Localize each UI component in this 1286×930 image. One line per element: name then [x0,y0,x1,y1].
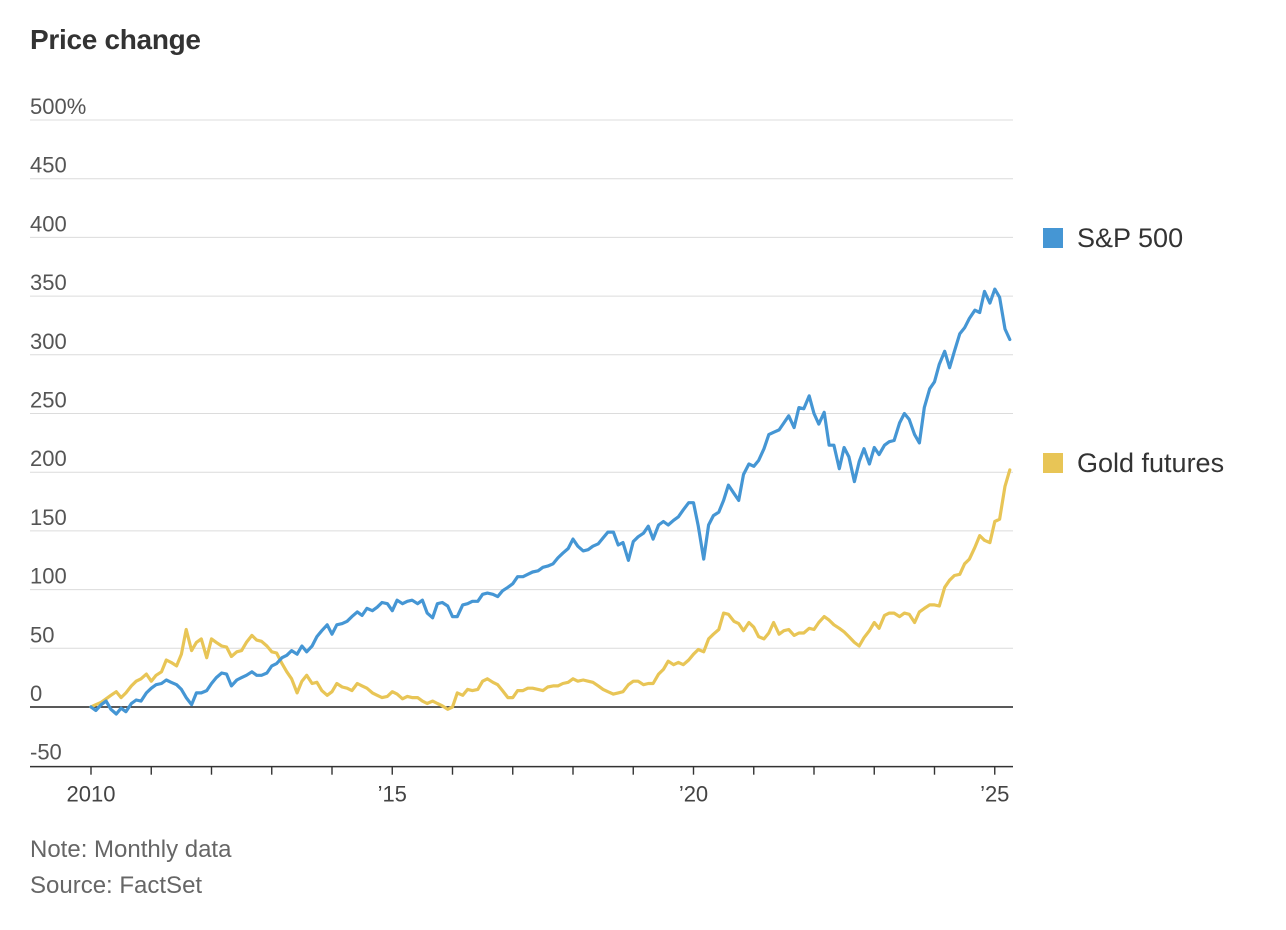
y-tick-label: 150 [30,505,67,530]
y-tick-label: 400 [30,211,67,236]
chart-title: Price change [30,24,201,55]
y-tick-label: 350 [30,270,67,295]
note-text: Note: Monthly data [30,836,232,863]
series-lines [89,287,1012,716]
y-tick-label: 100 [30,564,67,589]
y-tick-label: 300 [30,329,67,354]
x-axis: 2010 ’15 ’20 ’25 [30,766,1013,807]
x-tick-label: ’15 [378,782,407,807]
legend-swatch [1043,453,1063,473]
x-tick-label: ’20 [679,782,708,807]
gridlines [30,119,1013,767]
y-tick-label: 250 [30,388,67,413]
y-tick-label: 450 [30,153,67,178]
y-tick-label: 200 [30,446,67,471]
series-line-s-p-500 [89,287,1012,716]
y-tick-label: 500% [30,94,86,119]
legend: S&P 500 Gold futures [1043,223,1224,478]
y-tick-label: -50 [30,740,62,765]
legend-swatch [1043,228,1063,248]
y-tick-label: 0 [30,681,42,706]
y-axis-labels: 500% 450 400 350 300 250 200 150 100 50 0 -50 [30,94,86,765]
y-tick-label: 50 [30,622,54,647]
source-text: Source: FactSet [30,872,203,899]
legend-label: S&P 500 [1077,223,1183,253]
series-line-gold-futures [89,468,1012,711]
x-tick-label: 2010 [67,782,116,807]
x-tick-label: ’25 [980,782,1009,807]
legend-label: Gold futures [1077,448,1224,478]
